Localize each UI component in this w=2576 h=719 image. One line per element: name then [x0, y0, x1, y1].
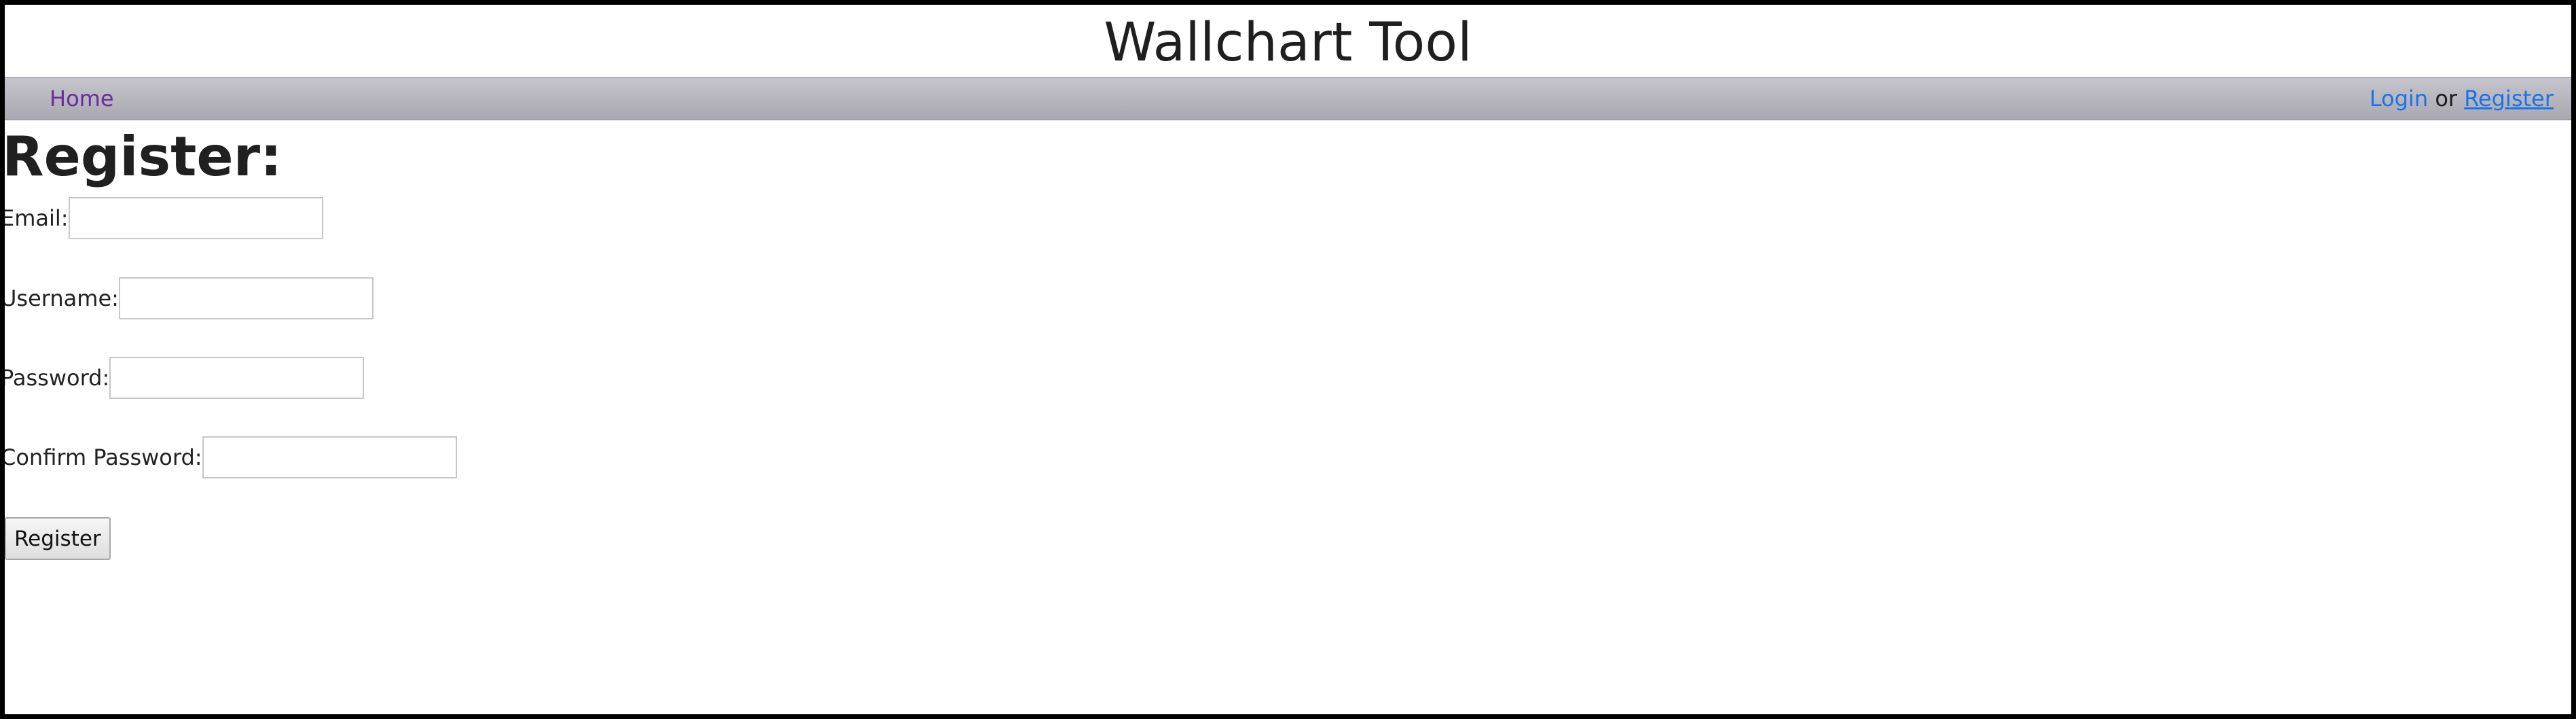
- username-label: Username:: [1, 285, 119, 311]
- password-label: Password:: [1, 365, 110, 391]
- confirm-password-field[interactable]: [202, 436, 457, 478]
- username-field[interactable]: [118, 277, 374, 319]
- site-title: Wallchart Tool: [1104, 12, 1472, 73]
- password-row: Password:: [1, 357, 365, 399]
- confirm-password-label: Confirm Password:: [1, 444, 202, 470]
- email-label: Email:: [1, 205, 69, 231]
- nav-register-link[interactable]: Register: [2464, 86, 2554, 111]
- register-submit-button[interactable]: Register: [5, 517, 111, 560]
- email-row: Email:: [1, 197, 323, 239]
- page-heading: Register:: [2, 125, 283, 188]
- navbar: Home Login or Register: [5, 77, 2571, 120]
- nav-home-link[interactable]: Home: [50, 86, 114, 111]
- username-row: Username:: [1, 277, 374, 319]
- confirm-password-row: Confirm Password:: [1, 436, 457, 478]
- nav-login-link[interactable]: Login: [2369, 86, 2429, 111]
- nav-or-text: or: [2435, 86, 2458, 111]
- password-field[interactable]: [109, 357, 365, 399]
- email-field[interactable]: [68, 197, 323, 239]
- nav-auth-links: Login or Register: [2370, 77, 2554, 120]
